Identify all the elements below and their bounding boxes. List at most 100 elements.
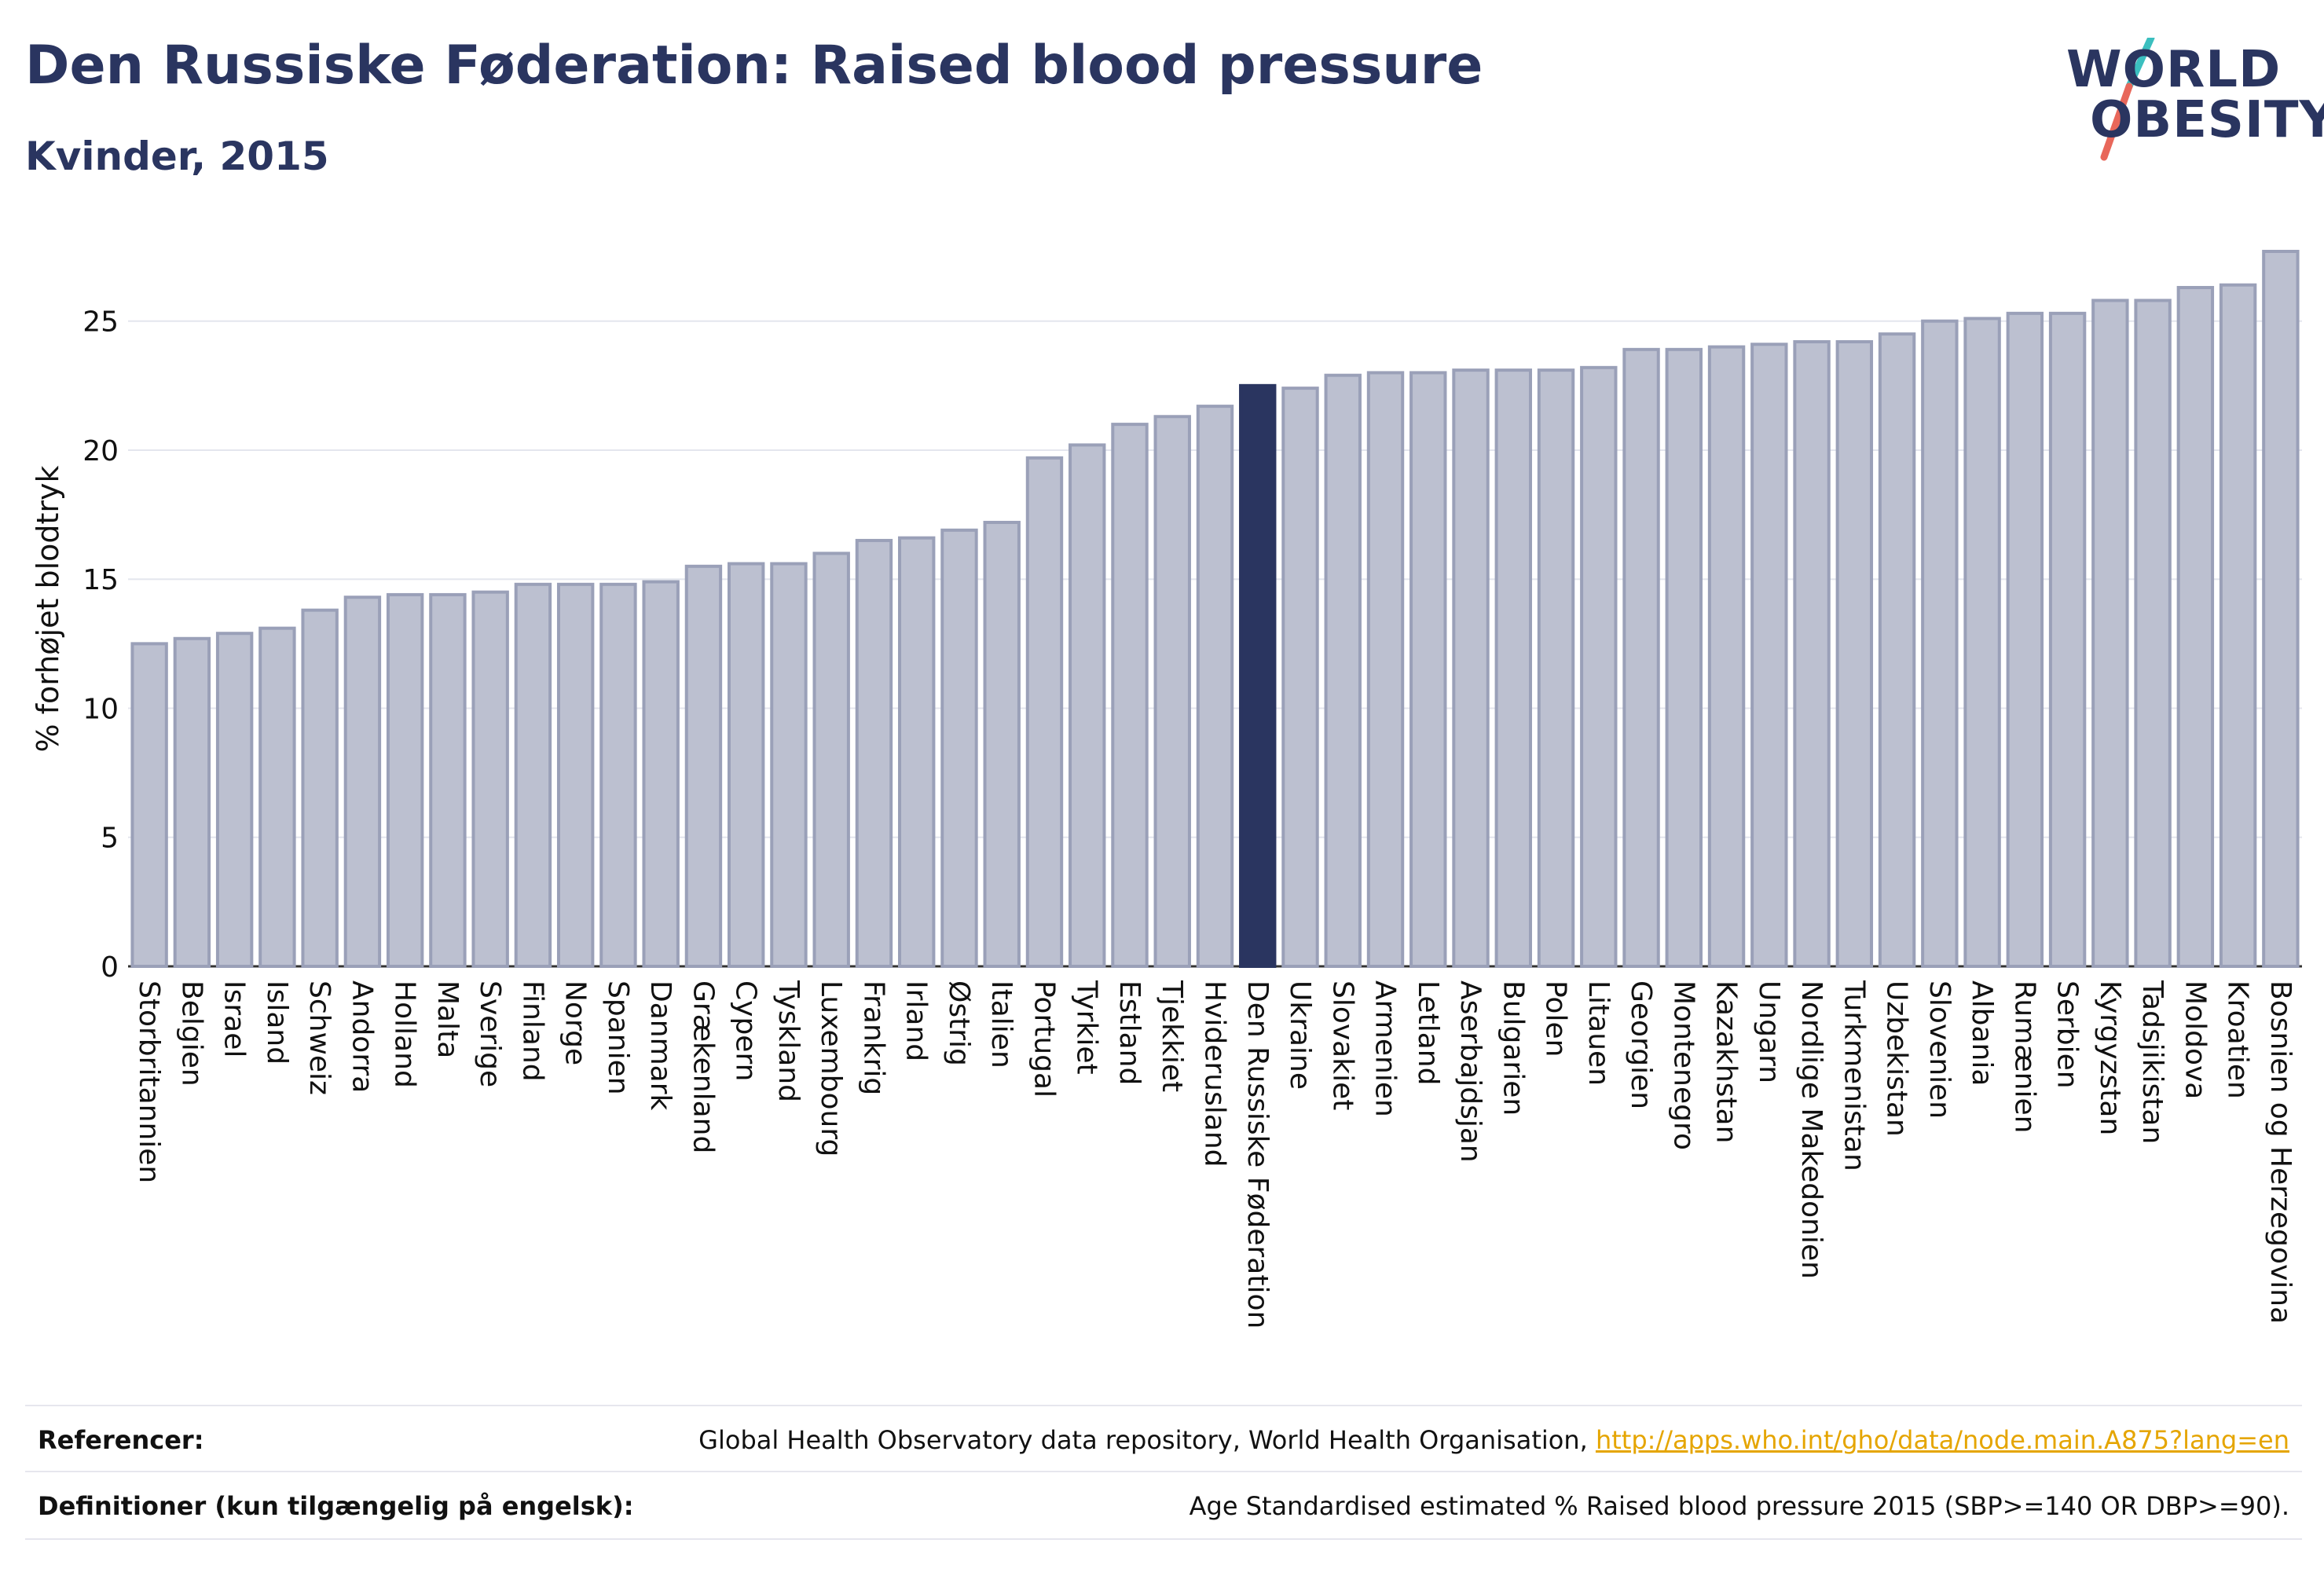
bar [642, 580, 680, 968]
definitions-value: Age Standardised estimated % Raised bloo… [1189, 1491, 2289, 1521]
x-tick-label: Kyrgyzstan [2094, 980, 2126, 1135]
bar [684, 564, 723, 968]
bar [301, 608, 339, 968]
bar [258, 626, 296, 968]
x-tick-label: Danmark [644, 980, 676, 1111]
bar [2134, 299, 2172, 969]
definitions-label: Definitioner (kun tilgængelig på engelsk… [38, 1491, 634, 1521]
bar [1750, 343, 1788, 968]
bar [2219, 283, 2257, 968]
bar [1111, 423, 1149, 969]
references-row: Referencer: Global Health Observatory da… [25, 1405, 2302, 1471]
bar [215, 632, 254, 969]
x-tick-label: Spanien [602, 980, 634, 1095]
bar [471, 590, 509, 968]
bar [2091, 299, 2129, 969]
x-tick-label: Uzbekistan [1881, 980, 1913, 1137]
x-tick-label: Turkmenistan [1838, 980, 1870, 1171]
x-tick-label: Frankrig [857, 980, 889, 1095]
x-tick-label: Serbien [2051, 980, 2084, 1089]
bar [2048, 311, 2087, 968]
bar [1281, 387, 1319, 968]
x-tick-label: Georgien [1625, 980, 1657, 1109]
x-tick-label: Luxembourg [815, 980, 847, 1156]
bar [1324, 373, 1362, 969]
y-axis-label: % forhøjet blodtryk [31, 465, 65, 752]
bar [1153, 415, 1191, 969]
chart-title: Den Russiske Føderation: Raised blood pr… [25, 35, 1483, 97]
x-tick-label: Holland [389, 980, 421, 1088]
x-tick-label: Letland [1412, 980, 1444, 1085]
bar [1452, 368, 1490, 968]
x-tick-label: Malta [431, 980, 464, 1058]
x-tick-label: Tjekkiet [1156, 980, 1188, 1092]
bar [343, 596, 382, 968]
bars [130, 250, 2300, 969]
bar [1196, 405, 1234, 968]
y-tick-label: 20 [82, 435, 119, 467]
references-link[interactable]: http://apps.who.int/gho/data/node.main.A… [1595, 1425, 2289, 1455]
bar-chart: 0 5 10 15 20 25 Storbritannien Belgien Israel Is… [31, 250, 2302, 1329]
chart-subtitle: Kvinder, 2015 [25, 134, 329, 179]
bar [2176, 285, 2215, 968]
x-tick-label: Norge [559, 980, 592, 1065]
bar [983, 520, 1021, 968]
references-text: Global Health Observatory data repositor… [698, 1425, 1596, 1455]
x-tick-label: Hviderusland [1199, 980, 1231, 1167]
bar [1835, 339, 1874, 969]
x-tick-label: Finland [516, 980, 548, 1082]
x-tick-label: Bulgarien [1497, 980, 1529, 1116]
bar [1409, 371, 1447, 968]
x-tick-label: Tyskland [772, 980, 805, 1102]
bar [812, 552, 850, 968]
bar [898, 536, 936, 968]
x-tick-label: Italien [985, 980, 1017, 1068]
bar [1494, 368, 1532, 968]
x-tick-label: Tadsjikistan [2136, 980, 2168, 1144]
bar [940, 528, 978, 968]
bar [1580, 365, 1618, 969]
x-tick-label: Irland [900, 980, 933, 1061]
x-tick-label: Ungarn [1753, 980, 1785, 1083]
x-tick-label: Island [261, 980, 293, 1065]
x-tick-label: Cypern [730, 980, 762, 1081]
x-tick-label: Nordlige Makedonien [1795, 980, 1827, 1279]
footer-divider [25, 1538, 2302, 1540]
x-tick-label: Polen [1540, 980, 1572, 1057]
x-tick-label: Kroatien [2222, 980, 2254, 1099]
world-obesity-logo: WORLD OBESITY [2058, 38, 2324, 171]
y-tick-label: 15 [82, 564, 119, 596]
x-tick-label: Montenegro [1667, 980, 1699, 1150]
logo-slash-icon [2100, 38, 2155, 161]
x-tick-label: Litauen [1582, 980, 1615, 1086]
bar [1025, 456, 1064, 969]
bar [514, 582, 552, 968]
x-tick-label: Israel [218, 980, 251, 1057]
bar [855, 538, 893, 968]
bar [2006, 311, 2044, 968]
bar [1921, 319, 1959, 968]
bar [1239, 383, 1277, 968]
x-tick-label: Moldova [2179, 980, 2211, 1099]
x-tick-label: Belgien [175, 980, 207, 1087]
bar [727, 562, 765, 968]
x-tick-label: Albania [1966, 980, 1998, 1086]
references-label: Referencer: [38, 1425, 204, 1455]
bar [1963, 317, 2001, 968]
bar [599, 582, 637, 968]
bar [386, 592, 424, 968]
x-tick-label: Portugal [1028, 980, 1060, 1098]
bar [429, 592, 467, 968]
bar [173, 636, 211, 968]
x-tick-label: Ukraine [1284, 980, 1316, 1090]
bar [556, 582, 595, 968]
x-tick-label: Storbritannien [133, 980, 165, 1183]
x-tick-label: Den Russiske Føderation [1241, 980, 1274, 1329]
x-tick-label: Estland [1113, 980, 1146, 1085]
bar [1622, 347, 1660, 969]
x-tick-label: Bosnien og Herzegovina [2264, 980, 2297, 1324]
bar [770, 562, 808, 968]
bar [1366, 371, 1405, 968]
x-tick-label: Aserbajdsjan [1454, 980, 1486, 1163]
x-tick-label: Andorra [346, 980, 378, 1093]
